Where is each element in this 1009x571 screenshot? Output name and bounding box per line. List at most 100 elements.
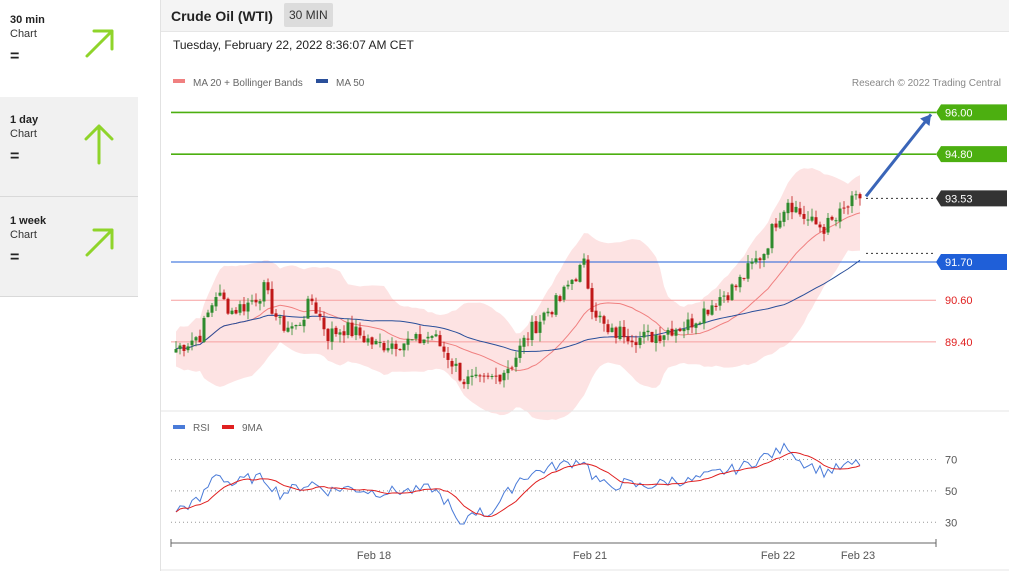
- candle-body: [718, 297, 722, 306]
- timeframe-1day[interactable]: 1 day Chart =: [0, 97, 138, 197]
- candle-body: [314, 302, 318, 314]
- candle-body: [762, 253, 766, 261]
- level-badge-96.00: [936, 104, 1007, 121]
- chart-legend: MA 20 + Bollinger Bands MA 50 Research ©…: [173, 78, 1001, 89]
- candle-body: [734, 285, 738, 288]
- candle-body: [442, 346, 446, 352]
- candle-body: [286, 327, 290, 332]
- candle-body: [378, 342, 382, 344]
- candle-body: [586, 259, 590, 289]
- candle-body: [598, 315, 602, 318]
- timeframe-badge[interactable]: 30 MIN: [284, 3, 333, 27]
- candle-body: [310, 298, 314, 302]
- candle-body: [186, 346, 190, 351]
- candle-body: [830, 216, 834, 220]
- candle-body: [538, 321, 542, 333]
- instrument-title: Crude Oil (WTI): [171, 8, 273, 24]
- candle-body: [226, 298, 230, 314]
- candle-body: [790, 202, 794, 213]
- candle-body: [334, 327, 338, 335]
- level-badge-94.80: [936, 146, 1007, 163]
- candle-body: [834, 220, 838, 222]
- candle-body: [514, 357, 518, 367]
- candle-body: [818, 224, 822, 228]
- candle-body: [318, 313, 322, 317]
- candle-body: [458, 362, 462, 381]
- level-label-93.53: 93.53: [945, 193, 973, 205]
- candle-body: [446, 352, 450, 360]
- legend-label-rsi: RSI: [193, 423, 210, 434]
- candle-body: [702, 308, 706, 324]
- candle-body: [742, 277, 746, 279]
- target-arrow-line: [864, 113, 933, 198]
- candle-body: [838, 208, 842, 222]
- candle-body: [278, 316, 282, 318]
- candle-body: [698, 322, 702, 325]
- candle-body: [706, 309, 710, 315]
- candle-body: [370, 337, 374, 345]
- candle-body: [194, 337, 198, 341]
- candle-body: [570, 279, 574, 284]
- bollinger-fill: [176, 168, 860, 421]
- candle-body: [254, 299, 258, 303]
- candle-body: [562, 286, 566, 300]
- level-label-89.40: 89.40: [945, 337, 973, 349]
- candle-body: [322, 317, 326, 330]
- price-chart[interactable]: MA 20 + Bollinger Bands MA 50 Research ©…: [161, 60, 1009, 571]
- candle-body: [474, 374, 478, 377]
- candle-body: [502, 372, 506, 381]
- candle-body: [490, 376, 494, 378]
- candle-body: [626, 336, 630, 342]
- rsi-tick-50: 50: [945, 486, 957, 498]
- candle-body: [262, 282, 266, 302]
- candle-body: [206, 312, 210, 318]
- timeframe-name: 30 min: [10, 14, 45, 26]
- candle-body: [710, 305, 714, 315]
- candle-body: [638, 337, 642, 345]
- candle-body: [594, 310, 598, 318]
- timeframe-30min[interactable]: 30 min Chart =: [0, 0, 138, 100]
- candle-body: [774, 223, 778, 228]
- candle-body: [726, 295, 730, 301]
- x-tick-label: Feb 18: [357, 550, 391, 562]
- rsi-tick-30: 30: [945, 517, 957, 529]
- candle-body: [486, 375, 490, 377]
- rsi-line: [175, 442, 861, 525]
- candle-body: [222, 292, 226, 300]
- candle-body: [298, 324, 302, 326]
- candle-body: [354, 326, 358, 336]
- timeframe-1week[interactable]: 1 week Chart =: [0, 197, 138, 297]
- source-credit: Research © 2022 Trading Central: [852, 78, 1001, 89]
- level-label-91.70: 91.70: [945, 257, 973, 269]
- ma50-line: [175, 259, 861, 353]
- candle-body: [670, 328, 674, 336]
- candle-body: [530, 321, 534, 341]
- candle-body: [646, 330, 650, 333]
- candle-body: [422, 339, 426, 344]
- candle-body: [826, 217, 830, 233]
- candle-body: [850, 195, 854, 207]
- candle-body: [346, 322, 350, 336]
- moving-averages: [175, 113, 933, 371]
- candle-body: [386, 348, 390, 351]
- legend-label-bollinger: MA 20 + Bollinger Bands: [193, 78, 303, 89]
- candle-body: [610, 327, 614, 333]
- candle-body: [462, 381, 466, 385]
- timeframe-sub: Chart: [10, 229, 37, 241]
- candle-body: [190, 340, 194, 346]
- candle-body: [338, 332, 342, 335]
- candle-body: [754, 258, 758, 263]
- candle-body: [238, 304, 242, 313]
- candle-body: [294, 325, 298, 327]
- candle-body: [654, 335, 658, 344]
- candle-body: [510, 367, 514, 369]
- candle-body: [390, 343, 394, 349]
- candle-body: [290, 326, 294, 329]
- candle-body: [714, 305, 718, 308]
- timeframe-sub: Chart: [10, 128, 37, 140]
- candle-body: [198, 335, 202, 343]
- candle-body: [786, 202, 790, 214]
- candle-body: [266, 282, 270, 291]
- legend-swatch-rsi: [173, 425, 185, 429]
- candle-body: [590, 288, 594, 312]
